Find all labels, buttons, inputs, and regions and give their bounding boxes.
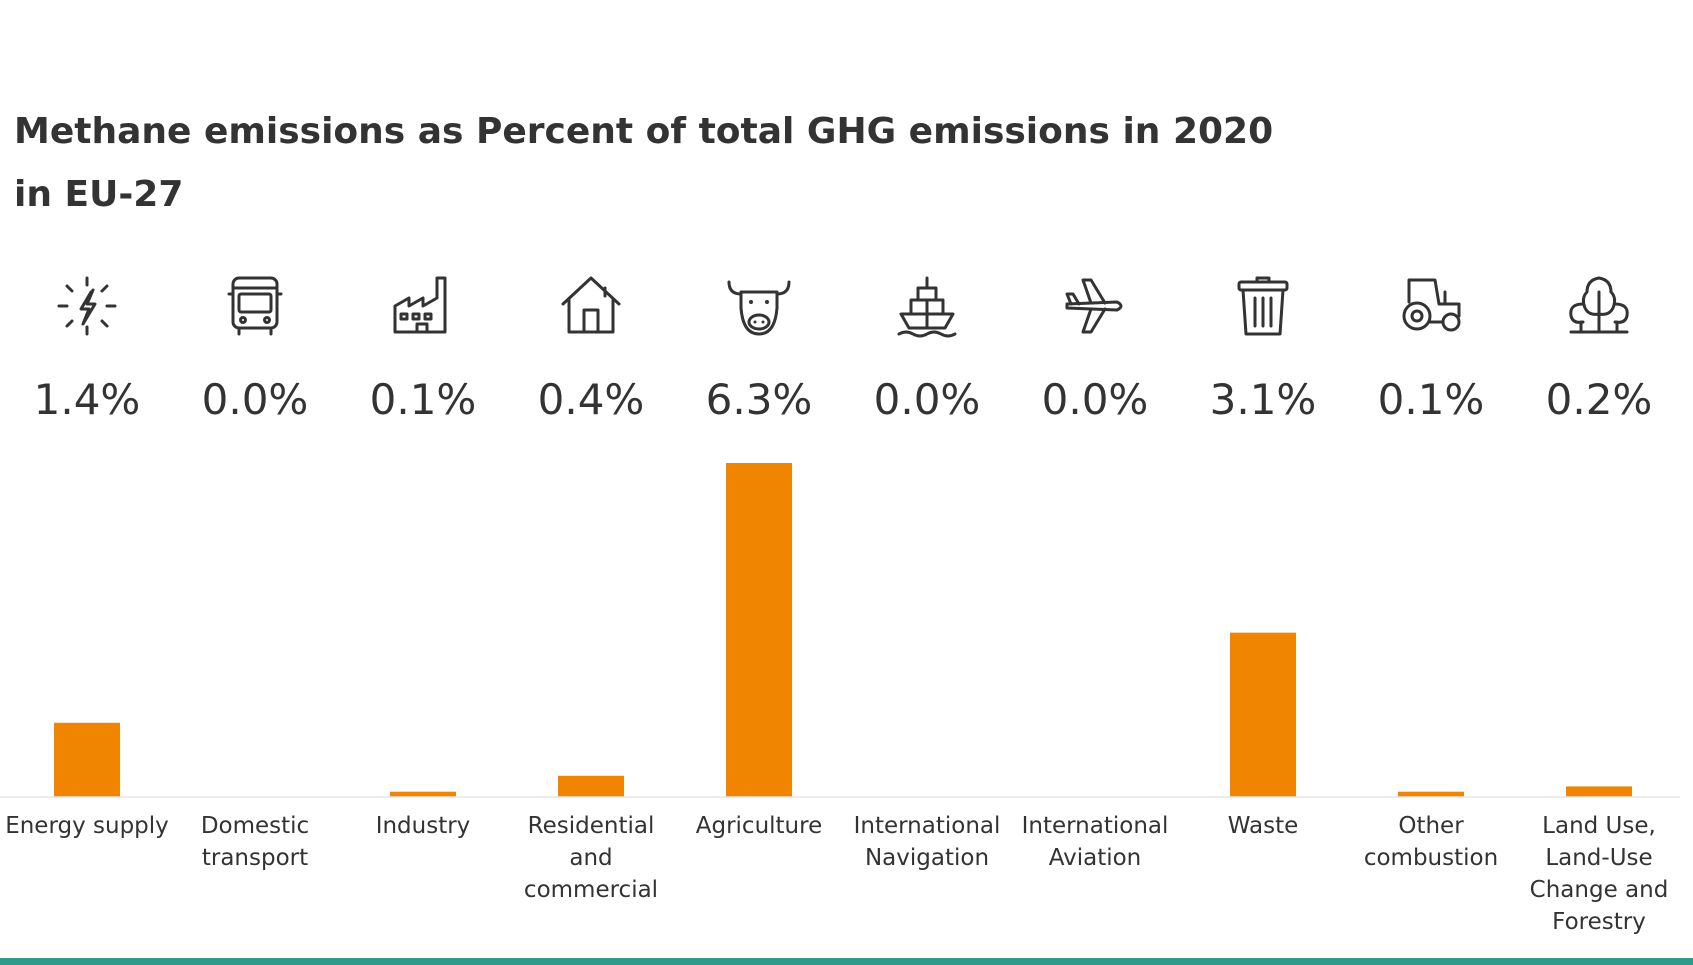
house-icon <box>561 276 621 334</box>
chart-title-line-1: Methane emissions as Percent of total GH… <box>14 111 1274 152</box>
factory-icon <box>393 276 447 334</box>
value-label: 0.0% <box>874 375 981 424</box>
bars-layer <box>54 463 1632 797</box>
category-label: Land Use, Land-Use Change and Forestry <box>1530 813 1669 935</box>
footer-line <box>0 958 1693 965</box>
bar <box>1398 791 1464 797</box>
category-label: Industry <box>376 813 471 839</box>
trees-icon <box>1569 276 1629 334</box>
value-label: 1.4% <box>34 375 141 424</box>
value-label: 0.4% <box>538 375 645 424</box>
category-labels-layer: Energy supply Domestic transport Industry Re… <box>5 813 1668 935</box>
value-label: 0.2% <box>1546 375 1653 424</box>
category-label: International Navigation <box>854 813 1001 871</box>
energy-bolt-icon <box>57 276 117 336</box>
value-label: 0.0% <box>202 375 309 424</box>
category-label: Residential and commercial <box>524 813 658 903</box>
bar <box>390 791 456 797</box>
bus-icon <box>227 276 283 336</box>
category-label: International Aviation <box>1022 813 1169 871</box>
ship-icon <box>897 276 957 338</box>
value-labels-layer: 1.4% 0.0% 0.1% 0.4% 6.3% 0.0% 0.0% 3.1% 0.1% 0.2% <box>34 375 1653 424</box>
bar <box>558 775 624 797</box>
value-label: 6.3% <box>706 375 813 424</box>
airplane-icon <box>1065 278 1123 334</box>
chart-title: Methane emissions as Percent of total GH… <box>14 100 1414 226</box>
category-label: Domestic transport <box>201 813 309 871</box>
category-label: Energy supply <box>5 813 169 839</box>
value-label: 0.0% <box>1042 375 1149 424</box>
icons-layer <box>57 276 1629 338</box>
category-label: Other combustion <box>1364 813 1498 871</box>
value-label: 0.1% <box>370 375 477 424</box>
trash-can-icon <box>1237 276 1289 336</box>
chart-title-line-2: in EU-27 <box>14 174 184 215</box>
bar <box>1230 632 1296 797</box>
bar <box>1566 786 1632 797</box>
bar <box>726 463 792 797</box>
tractor-icon <box>1402 278 1461 332</box>
value-label: 3.1% <box>1210 375 1317 424</box>
value-label: 0.1% <box>1378 375 1485 424</box>
cow-icon <box>727 280 791 336</box>
category-label: Agriculture <box>696 813 823 839</box>
category-label: Waste <box>1228 813 1299 839</box>
bar <box>54 722 120 797</box>
